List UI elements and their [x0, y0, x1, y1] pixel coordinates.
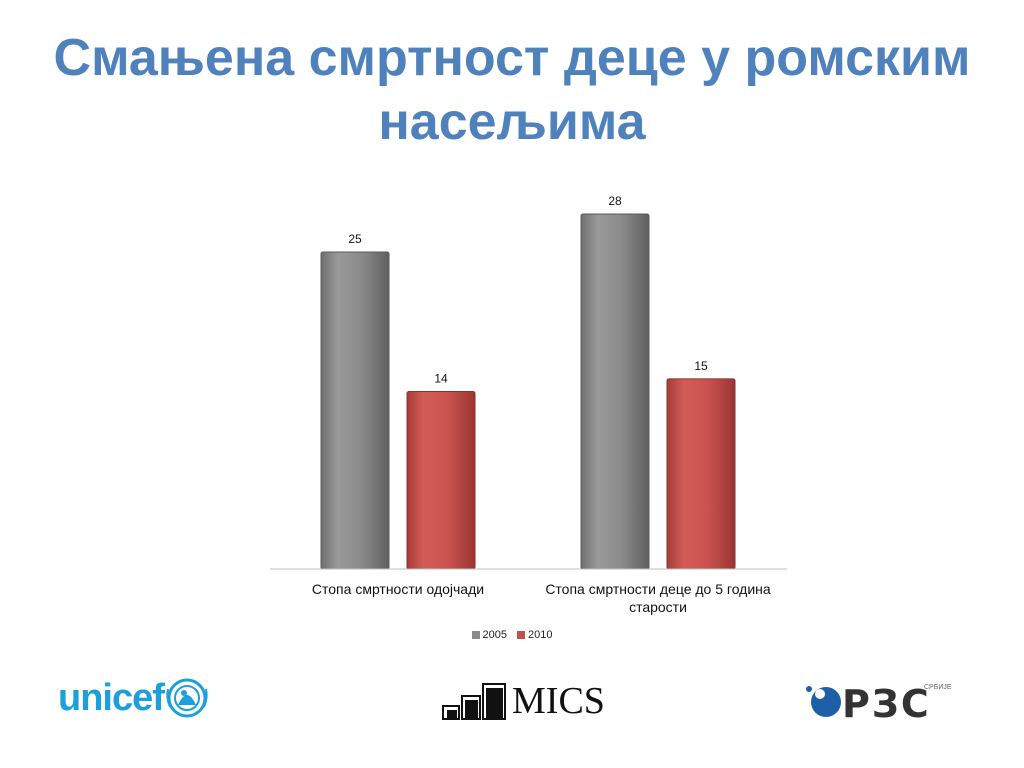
- unicef-wordmark: unicef: [58, 676, 165, 719]
- unicef-logo: unicef: [58, 676, 210, 720]
- data-label-2005-2: 28: [608, 194, 622, 208]
- legend-swatch: [471, 631, 480, 639]
- legend-label: 2005: [482, 629, 507, 641]
- legend-swatch: [517, 631, 525, 639]
- bar-2005-2: [580, 213, 650, 570]
- bar-2010-2: [666, 378, 736, 570]
- category-label-2: Стопа смртности деце до 5 година старост…: [545, 581, 771, 615]
- data-label-2010-2: 15: [694, 359, 708, 373]
- unicef-emblem-icon: [166, 678, 208, 718]
- bar-2010-1: [406, 391, 476, 570]
- legend-label: 2010: [528, 629, 553, 641]
- slide-title: Смањена смртност деце у ромским насељима: [53, 29, 971, 151]
- rzs-wordmark: РЗС: [842, 682, 931, 722]
- category-label-1: Стопа смртности одојчади: [311, 581, 485, 597]
- legend-item-2010: 2010: [517, 629, 552, 641]
- rzs-subtext: СРБИЈЕ: [924, 684, 952, 691]
- mics-wordmark: MICS: [512, 680, 605, 722]
- mics-logo: MICS: [442, 680, 605, 720]
- chart-legend: 2005 2010: [0, 629, 1024, 641]
- bar-chart: 25 14 28 15: [270, 194, 787, 570]
- data-label-2005-1: 25: [348, 232, 362, 246]
- bar-2005-1: [320, 251, 390, 570]
- mics-bars-icon: [442, 683, 506, 720]
- rzs-logo: РЗС СРБИЈЕ: [806, 682, 952, 722]
- legend-item-2005: 2005: [471, 629, 507, 641]
- data-label-2010-1: 14: [434, 372, 448, 386]
